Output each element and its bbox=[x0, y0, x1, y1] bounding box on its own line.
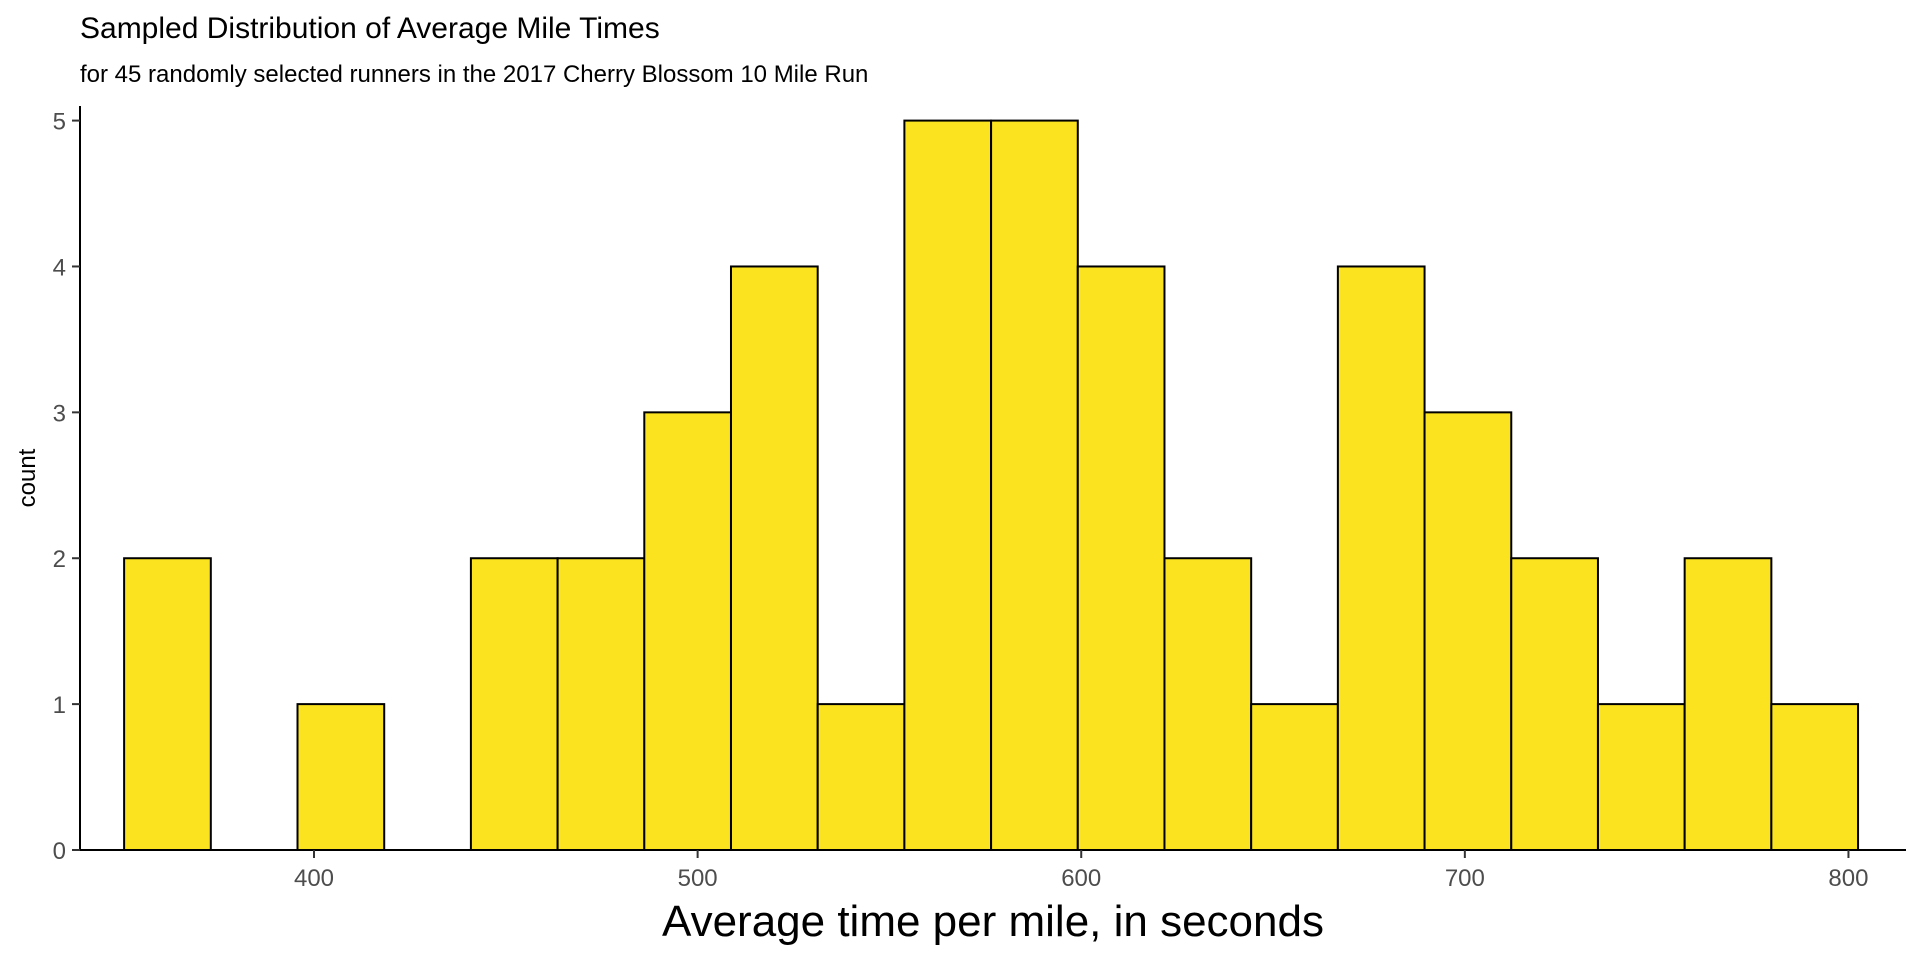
histogram-bar bbox=[903, 119, 993, 851]
histogram-bar bbox=[469, 557, 559, 851]
histogram-bar bbox=[1423, 411, 1513, 851]
x-ticks-group: 400 500 600 700 800 bbox=[294, 850, 1868, 892]
histogram-bar bbox=[1510, 557, 1599, 851]
y-tick-label: 3 bbox=[53, 400, 66, 427]
histogram-bar bbox=[1683, 557, 1773, 851]
histogram-bar bbox=[1336, 265, 1426, 851]
x-tick-label: 800 bbox=[1828, 865, 1868, 892]
histogram-bar bbox=[296, 703, 386, 852]
histogram-bar bbox=[123, 557, 212, 851]
y-tick-label: 4 bbox=[53, 254, 66, 281]
x-tick-label: 500 bbox=[678, 865, 718, 892]
y-tick-label: 0 bbox=[53, 838, 66, 865]
histogram-bar bbox=[729, 265, 819, 851]
y-tick-label: 2 bbox=[53, 546, 66, 573]
bars-group bbox=[123, 119, 1860, 852]
y-tick-label: 5 bbox=[53, 109, 66, 136]
histogram-bar bbox=[990, 119, 1079, 851]
x-tick-label: 400 bbox=[294, 865, 334, 892]
histogram-bar bbox=[643, 411, 732, 851]
histogram-bar bbox=[1076, 265, 1166, 851]
histogram-bar bbox=[816, 703, 906, 852]
x-tick-label: 600 bbox=[1061, 865, 1101, 892]
histogram-bar bbox=[1163, 557, 1253, 851]
y-axis-title: count bbox=[14, 448, 41, 507]
y-ticks-group: 0 1 2 3 4 5 bbox=[53, 109, 80, 865]
chart-title: Sampled Distribution of Average Mile Tim… bbox=[80, 12, 660, 45]
y-tick-label: 1 bbox=[53, 692, 66, 719]
histogram-bar bbox=[1770, 703, 1860, 852]
histogram-bar bbox=[1596, 703, 1686, 852]
histogram-bar bbox=[556, 557, 646, 851]
histogram-bar bbox=[1250, 703, 1339, 852]
x-axis-title: Average time per mile, in seconds bbox=[662, 897, 1324, 946]
chart-subtitle: for 45 randomly selected runners in the … bbox=[80, 61, 868, 88]
x-tick-label: 700 bbox=[1445, 865, 1485, 892]
